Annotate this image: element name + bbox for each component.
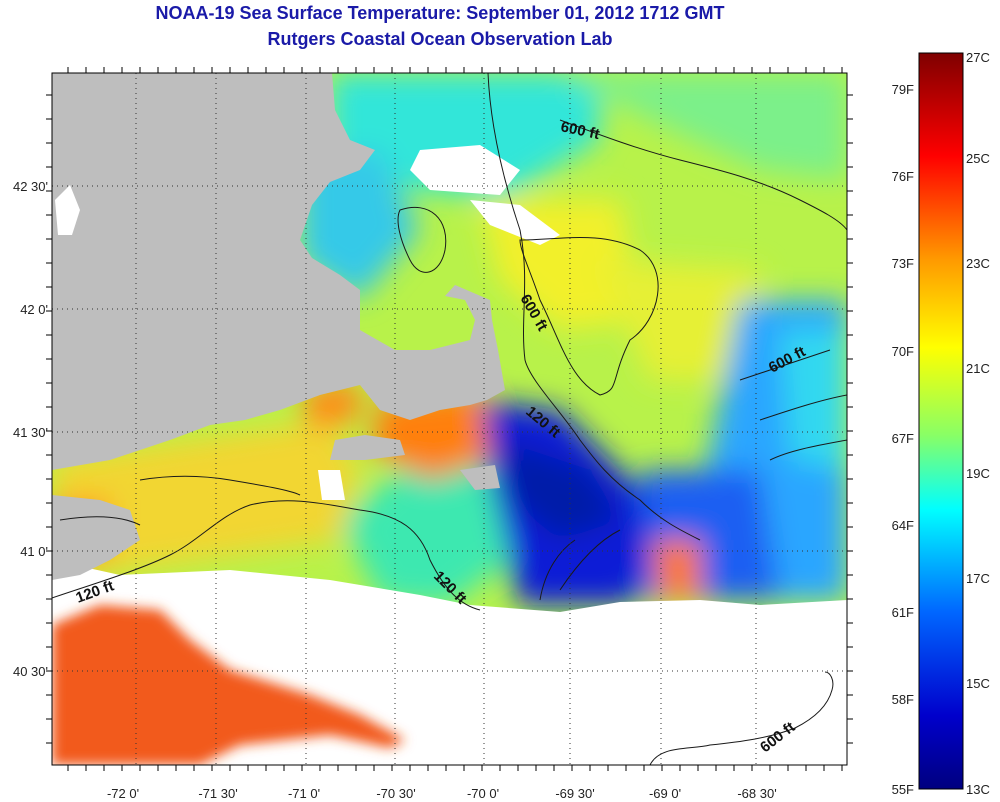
lat-label: 42 0' xyxy=(20,302,48,317)
colorbar-f-label: 76F xyxy=(892,169,914,184)
warm-offshore-region xyxy=(52,605,405,765)
colorbar-gradient xyxy=(918,52,964,790)
colorbar-c-label: 25C xyxy=(966,151,990,166)
colorbar-c-label: 17C xyxy=(966,571,990,586)
longitude-labels: -72 0' -71 30' -71 0' -70 30' -70 0' -69… xyxy=(107,786,777,801)
colorbar-celsius-labels: 27C 25C 23C 21C 19C 17C 15C 13C xyxy=(966,50,990,797)
lat-label: 42 30' xyxy=(13,179,48,194)
lon-label: -68 30' xyxy=(737,786,776,801)
colorbar-c-label: 19C xyxy=(966,466,990,481)
colorbar-f-label: 58F xyxy=(892,692,914,707)
graticule xyxy=(52,73,847,765)
colorbar-f-label: 61F xyxy=(892,605,914,620)
latitude-labels: 42 30' 42 0' 41 30' 41 0' 40 30' xyxy=(13,179,48,679)
colorbar-f-label: 73F xyxy=(892,256,914,271)
lon-label: -71 0' xyxy=(288,786,320,801)
lat-label: 41 0' xyxy=(20,544,48,559)
map-frame xyxy=(51,72,848,766)
lon-label: -69 30' xyxy=(555,786,594,801)
map-subtitle: Rutgers Coastal Ocean Observation Lab xyxy=(267,29,613,49)
colorbar-c-label: 13C xyxy=(966,782,990,797)
colorbar-fahrenheit-labels: 79F 76F 73F 70F 67F 64F 61F 58F 55F xyxy=(892,82,914,797)
colorbar-f-label: 79F xyxy=(892,82,914,97)
sst-temperature-regions xyxy=(52,73,847,605)
colorbar-c-label: 15C xyxy=(966,676,990,691)
lon-label: -70 0' xyxy=(467,786,499,801)
lat-label: 41 30' xyxy=(13,425,48,440)
lon-label: -70 30' xyxy=(376,786,415,801)
colorbar-f-label: 67F xyxy=(892,431,914,446)
colorbar-c-label: 21C xyxy=(966,361,990,376)
map-title: NOAA-19 Sea Surface Temperature: Septemb… xyxy=(155,3,725,23)
lon-label: -72 0' xyxy=(107,786,139,801)
lat-label: 40 30' xyxy=(13,664,48,679)
lon-label: -69 0' xyxy=(649,786,681,801)
colorbar-f-label: 64F xyxy=(892,518,914,533)
colorbar-f-label: 70F xyxy=(892,344,914,359)
colorbar-c-label: 23C xyxy=(966,256,990,271)
land xyxy=(52,73,505,470)
colorbar-f-label: 55F xyxy=(892,782,914,797)
lon-label: -71 30' xyxy=(198,786,237,801)
colorbar-c-label: 27C xyxy=(966,50,990,65)
bathymetry-contours xyxy=(52,73,847,765)
